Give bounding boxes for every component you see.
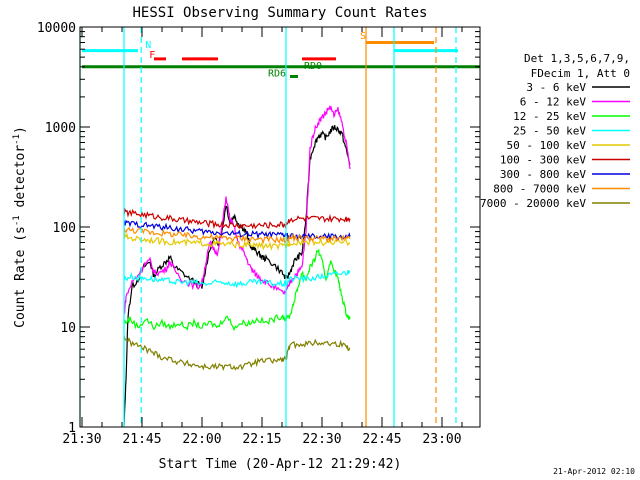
flag-label-1: S — [360, 31, 366, 42]
legend-label-3: 25 - 50 keV — [513, 125, 586, 138]
y-label-sup1: -1 — [12, 215, 22, 226]
x-tick-label-2: 22:00 — [182, 432, 221, 447]
legend-label-0: 3 - 6 keV — [526, 81, 586, 94]
footer-timestamp: 21-Apr-2012 02:10 — [553, 467, 635, 476]
flag-label-2: F — [149, 50, 155, 61]
x-tick-label-1: 21:45 — [122, 432, 161, 447]
x-tick-label-6: 23:00 — [422, 432, 461, 447]
legend: Det 1,3,5,6,7,9, FDecim 1, Att 0 3 - 6 k… — [480, 52, 630, 210]
series-line-0 — [123, 125, 351, 426]
x-tick-label-4: 22:30 — [302, 432, 341, 447]
legend-label-7: 800 - 7000 keV — [493, 183, 586, 196]
y-tick-label-0: 1 — [68, 421, 76, 436]
legend-header-1: Det 1,3,5,6,7,9, — [524, 52, 630, 65]
legend-label-8: 7000 - 20000 keV — [480, 197, 586, 210]
series-line-5 — [123, 207, 351, 230]
series-line-4 — [123, 232, 351, 251]
legend-label-2: 12 - 25 keV — [513, 110, 586, 123]
legend-label-4: 50 - 100 keV — [507, 139, 587, 152]
y-tick-label-1: 10 — [60, 321, 76, 336]
legend-label-1: 6 - 12 keV — [520, 96, 587, 109]
y-tick-label-4: 10000 — [37, 21, 76, 36]
chart-title: HESSI Observing Summary Count Rates — [132, 5, 427, 21]
flag-bars: N S F RD0 RD6 — [82, 31, 480, 79]
y-axis-ticks: 1 10 100 1000 10000 — [37, 21, 480, 436]
legend-header-2: FDecim 1, Att 0 — [531, 67, 630, 80]
flag-label-3: RD0 — [304, 61, 322, 72]
y-tick-label-2: 100 — [53, 221, 76, 236]
series-line-3 — [123, 269, 351, 289]
flag-label-0: N — [145, 40, 151, 51]
x-tick-label-0: 21:30 — [62, 432, 101, 447]
series-line-8 — [123, 335, 351, 372]
x-axis-label: Start Time (20-Apr-12 21:29:42) — [159, 457, 402, 472]
y-label-main: Count Rate (s — [13, 226, 28, 328]
y-axis-label: Count Rate (s-1 detector-1) — [12, 126, 28, 328]
series-line-7 — [123, 226, 351, 244]
y-tick-label-3: 1000 — [45, 121, 76, 136]
x-axis-ticks: 21:30 21:45 22:00 22:15 22:30 22:45 23:00 — [62, 27, 463, 447]
y-label-sup2: -1 — [12, 134, 22, 145]
series-line-6 — [123, 219, 351, 242]
y-label-end: ) — [13, 126, 28, 134]
x-tick-label-3: 22:15 — [242, 432, 281, 447]
x-tick-label-5: 22:45 — [362, 432, 401, 447]
flag-label-4: RD6 — [268, 68, 286, 79]
legend-label-6: 300 - 800 keV — [500, 168, 586, 181]
y-label-mid: detector — [13, 145, 28, 216]
legend-label-5: 100 - 300 keV — [500, 154, 586, 167]
series-line-1 — [123, 105, 351, 316]
series-lines — [123, 105, 351, 426]
